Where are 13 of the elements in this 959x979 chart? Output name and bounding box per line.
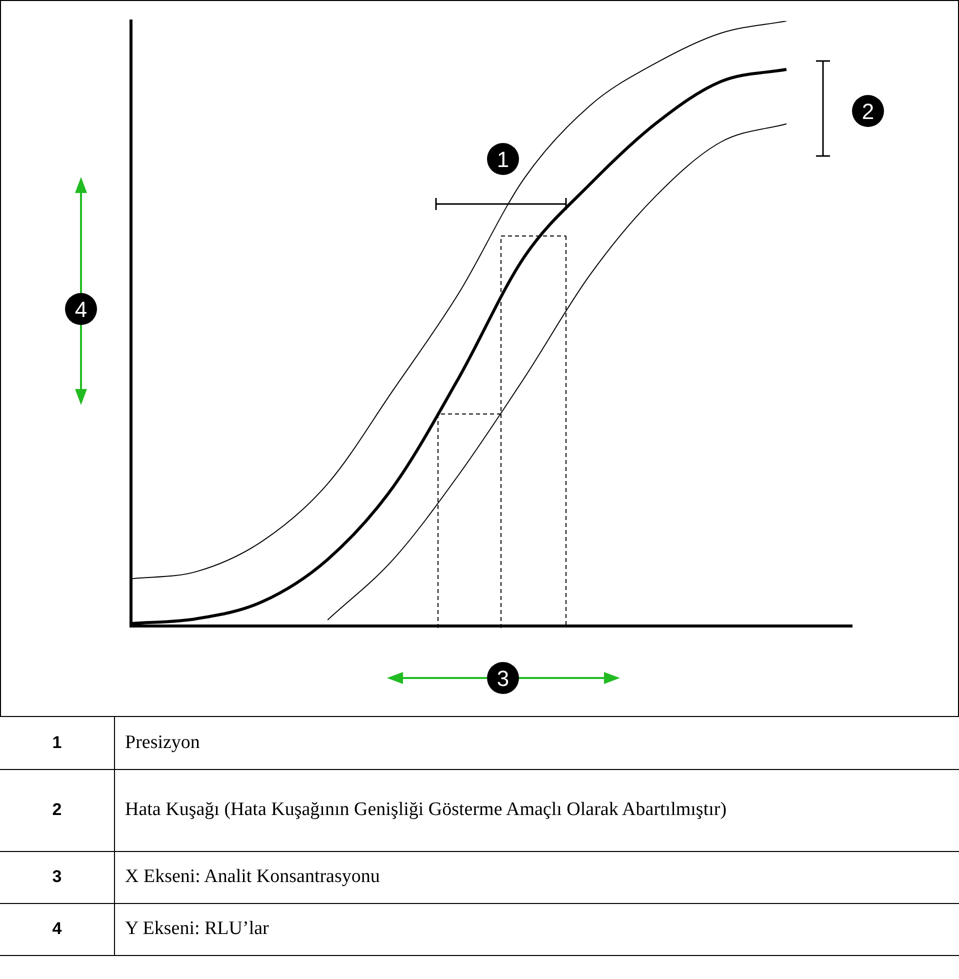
- number-badge: 4: [65, 293, 97, 325]
- text: 4: [52, 919, 62, 938]
- number-badge: 2: [852, 95, 884, 127]
- text: 3: [52, 867, 62, 886]
- text: X Ekseni: Analit Konsantrasyonu: [114, 851, 959, 903]
- number-badge: 3: [487, 662, 519, 694]
- text: Presizyon: [114, 717, 959, 769]
- text: 2: [52, 800, 62, 819]
- text: Hata Kuşağı (Hata Kuşağının Genişliği Gösterme Amaçlı Olarak Abartılmıştır): [114, 769, 959, 851]
- text: Y Ekseni: RLU’lar: [114, 903, 959, 955]
- number-badge: 1: [487, 143, 519, 175]
- annotation: 1: [496, 147, 510, 172]
- text: 1: [52, 732, 62, 752]
